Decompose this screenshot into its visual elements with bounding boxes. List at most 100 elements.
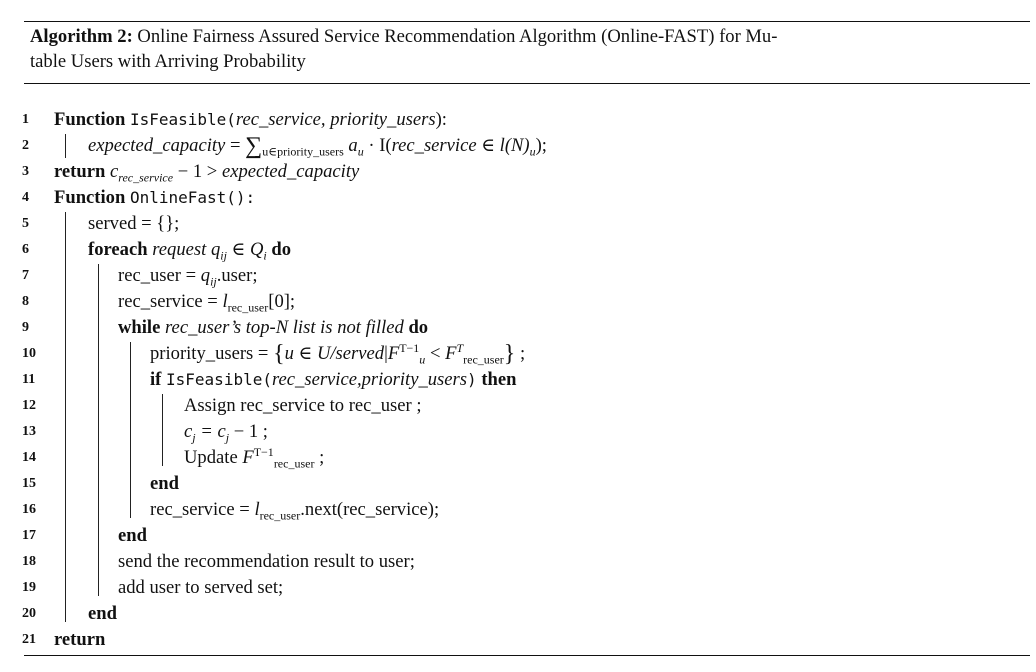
rec-user-q: q <box>200 265 211 286</box>
rec-user-q-sub: ij <box>210 274 217 289</box>
line-number-8: 8 <box>22 294 29 309</box>
indicator-set-sub: u <box>529 144 536 159</box>
if-call-args: rec_service,priority_users <box>271 369 468 390</box>
while-block-bar <box>130 342 131 518</box>
var-c: c <box>109 161 119 182</box>
priority-lt: < <box>425 343 446 364</box>
next-service-l: l <box>254 499 260 520</box>
next-service-assign: rec_service = <box>150 499 255 520</box>
line-number-15: 15 <box>22 476 36 491</box>
line-21: return <box>54 627 105 653</box>
priority-users-assign: priority_users = <box>150 343 274 364</box>
line-number-10: 10 <box>22 346 36 361</box>
indicator-set: ∈ l(N) <box>476 135 530 156</box>
keyword-if: if <box>150 369 162 390</box>
update-F: F <box>242 447 254 468</box>
c-decrement-lhs: c <box>184 421 193 442</box>
algorithm-title-line-2: table Users with Arriving Probability <box>30 51 306 72</box>
keyword-function-2: Function <box>54 187 126 208</box>
line-number-3: 3 <box>22 164 29 179</box>
line-number-20: 20 <box>22 606 36 621</box>
priority-set-domain: u ∈ U/served <box>284 343 385 364</box>
line-1: Function IsFeasible(rec_service, priorit… <box>54 107 447 133</box>
foreach-block-bar <box>98 264 99 596</box>
keyword-foreach: foreach <box>88 239 148 260</box>
c-decrement-tail: − 1 ; <box>229 421 268 442</box>
priority-F-sup: T−1 <box>399 340 420 355</box>
rec-service-l: l <box>222 291 228 312</box>
priority-F2-sup: T <box>456 340 464 355</box>
update-text: Update <box>184 447 243 468</box>
var-a-sub: u <box>357 144 364 159</box>
line-number-2: 2 <box>22 138 29 153</box>
rec-service-assign: rec_service = <box>118 291 223 312</box>
c-decrement-lhs-sub: j <box>192 430 196 445</box>
line-15: end <box>150 471 179 497</box>
line-13: cj = cj − 1 ; <box>184 419 268 445</box>
return-compare: − 1 > <box>173 161 222 182</box>
line-number-12: 12 <box>22 398 36 413</box>
algorithm-caption: Algorithm 2: Online Fairness Assured Ser… <box>30 24 1020 74</box>
priority-F2: F <box>445 343 457 364</box>
var-a: a <box>348 135 358 156</box>
line-19: add user to served set; <box>118 577 284 598</box>
update-tail: ; <box>314 447 325 468</box>
foreach-request: request <box>152 239 207 260</box>
line-number-1: 1 <box>22 112 29 127</box>
c-decrement-rhs-sub: j <box>225 430 230 445</box>
line-2: expected_capacity = ∑u∈priority_users au… <box>88 133 547 159</box>
indicator-open: · I( <box>363 135 392 156</box>
function-name-isfeasible: IsFeasible( <box>129 110 236 129</box>
keyword-while: while <box>118 317 161 338</box>
line-16: rec_service = lrec_user.next(rec_service… <box>150 497 439 523</box>
line-number-4: 4 <box>22 190 29 205</box>
priority-tail: ; <box>515 343 526 364</box>
rec-user-tail: .user; <box>216 265 258 286</box>
keyword-then: then <box>481 369 517 390</box>
return-rhs: expected_capacity <box>221 161 360 182</box>
priority-F-sub: u <box>419 352 426 367</box>
line-number-16: 16 <box>22 502 36 517</box>
keyword-return: return <box>54 161 106 182</box>
line-number-14: 14 <box>22 450 36 465</box>
foreach-set-sub: i <box>263 248 267 263</box>
line-12: Assign rec_service to rec_user ; <box>184 395 422 416</box>
next-service-l-sub: rec_user <box>259 508 301 523</box>
line-number-9: 9 <box>22 320 29 335</box>
line-7: rec_user = qij.user; <box>118 263 258 289</box>
foreach-q: q <box>210 239 221 260</box>
foreach-set: ∈ Q <box>226 239 264 260</box>
line-8: rec_service = lrec_user[0]; <box>118 289 295 315</box>
line-17: end <box>118 523 147 549</box>
keyword-do: do <box>271 239 292 260</box>
keyword-function: Function <box>54 109 126 130</box>
line-14: Update FT−1rec_user ; <box>184 445 324 471</box>
keyword-end-foreach: end <box>88 603 117 624</box>
function-name-onlinefast: OnlineFast(): <box>129 188 256 207</box>
keyword-end-while: end <box>118 525 147 546</box>
line-number-18: 18 <box>22 554 36 569</box>
line-11: if IsFeasible(rec_service,priority_users… <box>150 367 516 393</box>
algorithm-title-line-1: Online Fairness Assured Service Recommen… <box>137 26 778 47</box>
priority-F2-sub: rec_user <box>463 352 504 367</box>
line-number-5: 5 <box>22 216 29 231</box>
next-service-tail: .next(rec_service); <box>300 499 440 520</box>
line-6: foreach request qij ∈ Qi do <box>88 237 291 263</box>
if-block-bar <box>162 394 163 466</box>
line-10: priority_users = {u ∈ U/served|FT−1u < F… <box>150 340 526 367</box>
bottom-rule <box>24 655 1030 656</box>
priority-F: F <box>387 343 400 364</box>
line-number-13: 13 <box>22 424 36 439</box>
line-number-11: 11 <box>22 372 36 387</box>
line-18: send the recommendation result to user; <box>118 551 415 572</box>
onlinefast-block-bar <box>65 212 66 622</box>
line-number-17: 17 <box>22 528 36 543</box>
top-rule <box>24 21 1030 22</box>
indicator-arg: rec_service <box>391 135 477 156</box>
algorithm-label: Algorithm 2: <box>30 26 133 47</box>
indicator-close: ); <box>535 135 547 156</box>
line-number-21: 21 <box>22 632 36 647</box>
line-9: while rec_user’s top-N list is not fille… <box>118 315 428 341</box>
update-F-sub: rec_user <box>273 456 315 471</box>
